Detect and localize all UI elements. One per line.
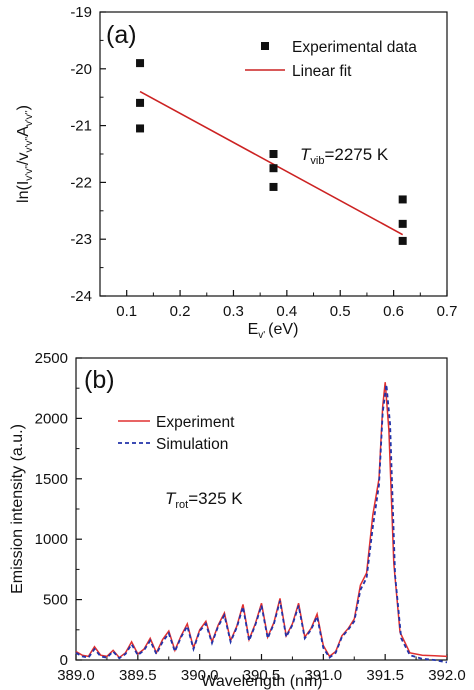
a-x-tick-label: 0.7 — [437, 303, 458, 320]
b-y-tick-label: 500 — [43, 592, 68, 609]
b-x-tick-label: 392.0 — [428, 667, 466, 684]
b-y-tick-label: 2000 — [35, 410, 68, 427]
b-x-tick-label: 391.5 — [366, 667, 404, 684]
b-x-tick-label: 389.5 — [119, 667, 157, 684]
panel-b-annotation: Trot=325 K — [165, 489, 243, 511]
a-x-tick-label: 0.6 — [383, 303, 404, 320]
y-label-sub1: v'v'' — [24, 165, 35, 181]
data-point — [136, 59, 145, 68]
legend-marker-experimental — [261, 42, 269, 50]
y-label-part1: ln(I — [15, 181, 32, 203]
b-x-tick-label: 391.0 — [305, 667, 343, 684]
annotation-subscript: vib — [310, 155, 324, 167]
a-y-tick-label: -20 — [70, 61, 92, 78]
a-y-tick-label: -19 — [70, 4, 92, 21]
legend-label-experimental: Experimental data — [292, 39, 417, 56]
simulation-line — [75, 384, 448, 664]
data-point — [136, 98, 145, 107]
panel-a-x-axis-label: Ev' (eV) — [248, 321, 299, 341]
b-y-tick-label: 1500 — [35, 471, 68, 488]
panel-a-legend: Experimental data Linear fit — [245, 39, 417, 80]
panel-a-ticks: 0.1 0.2 0.3 0.4 0.5 0.6 0.7 -19 -20 -21 -22 -23 -24 — [70, 4, 457, 320]
panel-b-legend: Experiment Simulation — [118, 414, 235, 453]
b-x-tick-label: 390.5 — [243, 667, 281, 684]
fit-line — [139, 90, 404, 236]
a-x-tick-label: 0.2 — [170, 303, 191, 320]
data-point — [269, 182, 278, 191]
panel-a-label: (a) — [106, 21, 137, 49]
panel-b-ticks: 389.0 389.5 390.0 390.5 391.0 391.5 392.0 0 500 1… — [35, 350, 466, 684]
data-point — [398, 219, 407, 228]
legend-label-simulation: Simulation — [156, 436, 228, 453]
a-y-tick-label: -23 — [70, 231, 92, 248]
panel-a-data-points — [136, 59, 407, 245]
data-point — [269, 150, 278, 158]
b-x-tick-label: 390.0 — [181, 667, 219, 684]
legend-label-fit: Linear fit — [292, 63, 352, 80]
a-y-tick-label: -22 — [70, 174, 92, 191]
panel-a-fit-line — [139, 90, 404, 236]
a-y-tick-label: -21 — [70, 118, 92, 135]
y-label-sub3: v'v'' — [24, 110, 35, 126]
y-label-part3: A — [15, 126, 32, 137]
y-label-sub2: v'v'' — [24, 137, 35, 153]
a-x-tick-label: 0.3 — [223, 303, 244, 320]
a-x-tick-label: 0.4 — [276, 303, 297, 320]
data-point — [398, 195, 407, 204]
a-y-tick-label: -24 — [70, 288, 92, 305]
x-label-unit: (eV) — [268, 321, 298, 338]
annotation-value: =325 K — [188, 489, 243, 508]
panel-a-annotation: Tvib=2275 K — [300, 145, 389, 167]
annotation-symbol: T — [300, 145, 312, 164]
b-y-tick-label: 1000 — [35, 531, 68, 548]
data-point — [398, 236, 407, 245]
annotation-subscript: rot — [175, 499, 188, 511]
panel-b-series-lines — [75, 382, 448, 664]
panel-a-y-axis-label: ln(Iv'v''/vv'v''Av'v'') — [15, 105, 35, 203]
annotation-symbol: T — [165, 489, 177, 508]
data-point — [269, 164, 278, 173]
panel-b-label: (b) — [84, 366, 115, 394]
panel-b-y-axis-label: Emission intensity (a.u.) — [9, 424, 26, 594]
annotation-value: =2275 K — [324, 145, 388, 164]
experiment-line — [75, 382, 448, 659]
panel-b-x-axis-label: Wavelength (nm) — [201, 673, 322, 690]
data-point — [136, 124, 145, 133]
a-x-tick-label: 0.5 — [330, 303, 351, 320]
panel-b: 389.0 389.5 390.0 390.5 391.0 391.5 392.0 0 500 1… — [9, 350, 466, 690]
panel-a: 0.1 0.2 0.3 0.4 0.5 0.6 0.7-19-20-21-22-23-24 … — [15, 4, 457, 341]
b-y-tick-label: 2500 — [35, 350, 68, 367]
x-label-sub: v' — [258, 330, 265, 341]
a-x-tick-label: 0.1 — [116, 303, 137, 320]
b-x-tick-label: 389.0 — [57, 667, 95, 684]
y-label-part4: ) — [15, 105, 32, 110]
y-label-part2: /v — [15, 153, 32, 165]
legend-label-experiment: Experiment — [156, 414, 235, 431]
x-label-main: E — [248, 321, 259, 338]
b-y-tick-label: 0 — [60, 652, 68, 669]
